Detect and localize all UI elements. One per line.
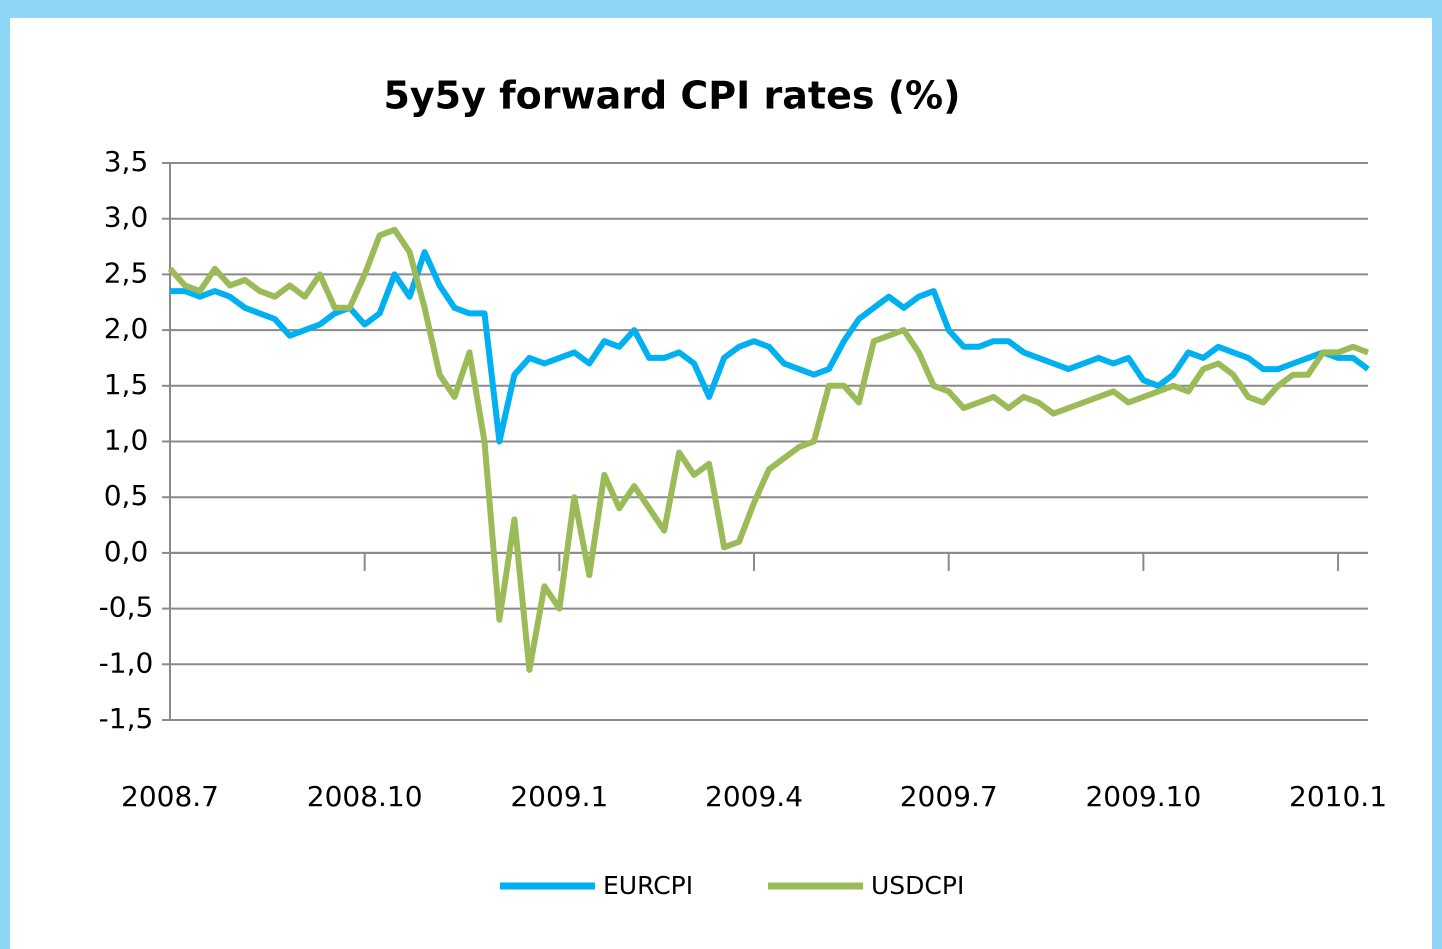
y-tick-label: 3,5 [104,145,149,178]
x-tick-label: 2009.10 [1085,780,1201,813]
x-tick-label: 2009.7 [900,780,998,813]
series-line [170,249,1370,445]
x-tick-label: 2008.7 [121,780,219,813]
x-tick-label: 2010.1 [1289,780,1387,813]
x-tick-label: 2009.4 [705,780,803,813]
legend-label: EURCPI [603,871,693,900]
y-tick-label: -1,0 [99,646,154,679]
x-tick-label: 2009.1 [510,780,608,813]
panel [10,18,1432,949]
y-tick-label: 3,0 [104,201,149,234]
y-tick-label: -1,5 [99,702,154,735]
y-tick-label: 2,5 [104,256,149,289]
y-tick-label: 2,0 [104,312,149,345]
y-tick-label: 1,0 [104,424,149,457]
y-tick-label: 1,5 [104,368,149,401]
series-line [167,226,1370,673]
x-tick-label: 2008.10 [307,780,423,813]
y-tick-label: 0,0 [104,535,149,568]
chart-title: 5y5y forward CPI rates (%) [383,74,960,118]
y-tick-label: -0,5 [99,591,154,624]
legend-label: USDCPI [871,871,964,900]
y-tick-label: 0,5 [104,479,149,512]
